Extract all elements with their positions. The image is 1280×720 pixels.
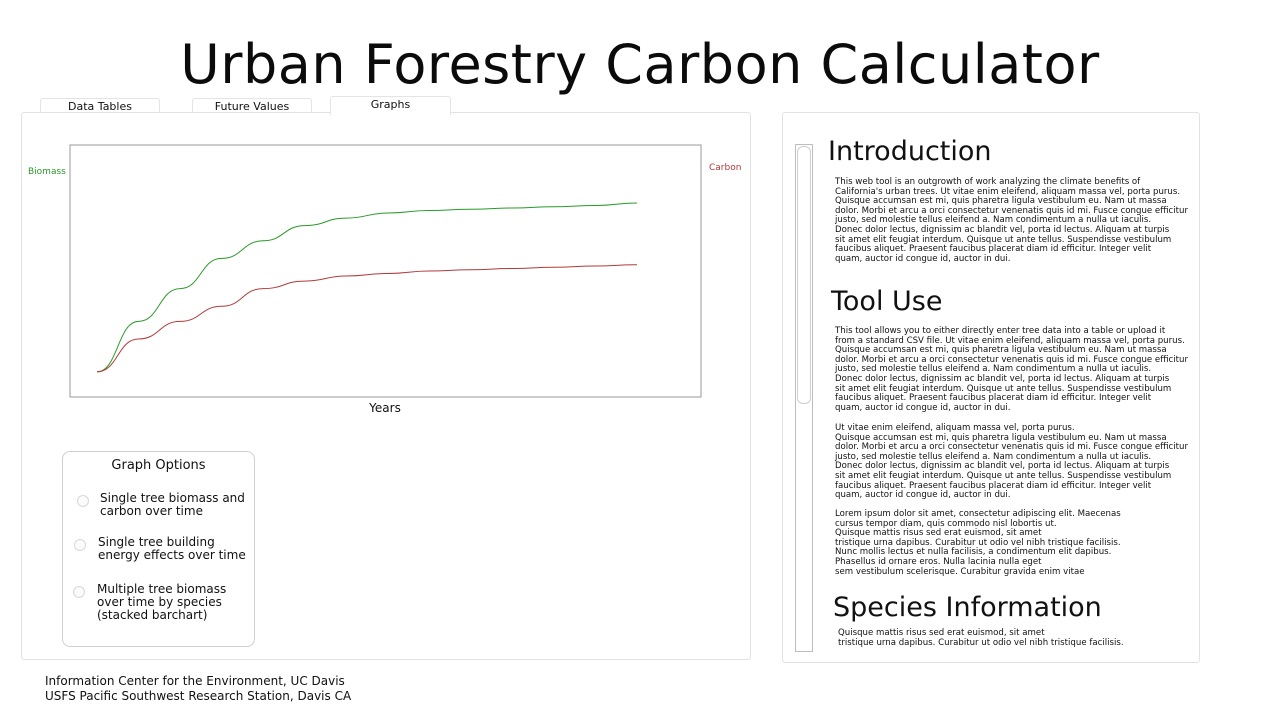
info-panel: Introduction This web tool is an outgrow… <box>782 112 1200 663</box>
y-axis-label-carbon: Carbon <box>709 163 741 173</box>
tool-use-text-1: This tool allows you to either directly … <box>835 326 1188 413</box>
line-chart: Biomass Carbon Years <box>28 144 741 415</box>
y-axis-label-biomass: Biomass <box>28 167 66 177</box>
x-axis-label: Years <box>368 401 401 415</box>
option-label: Multiple tree biomass over time by speci… <box>97 582 227 622</box>
option-label: Single tree building energy effects over… <box>98 535 246 562</box>
option-single-tree-biomass[interactable]: Single tree biomass and carbon over time <box>63 490 254 520</box>
introduction-heading: Introduction <box>828 136 992 167</box>
scrollbar-thumb[interactable] <box>797 146 811 404</box>
scrollbar-track[interactable] <box>795 144 813 652</box>
option-multiple-tree-species[interactable]: Multiple tree biomass over time by speci… <box>63 582 254 627</box>
species-information-text: Quisque mattis risus sed erat euismod, s… <box>838 628 1124 648</box>
footer-line-usfs: USFS Pacific Southwest Research Station,… <box>45 689 352 703</box>
series-line-carbon <box>96 264 638 373</box>
graph-panel: Biomass Carbon Years <box>21 112 751 660</box>
radio-button[interactable] <box>74 539 86 551</box>
tab-data-tables[interactable]: Data Tables <box>40 98 160 115</box>
page-title: Urban Forestry Carbon Calculator <box>180 33 1100 96</box>
graph-options-title: Graph Options <box>111 458 206 473</box>
graph-options-box: Graph Options Single tree biomass and ca… <box>62 451 255 647</box>
tool-use-text-2: Ut vitae enim eleifend, aliquam massa ve… <box>835 423 1188 501</box>
plot-area <box>69 144 702 398</box>
option-building-energy[interactable]: Single tree building energy effects over… <box>63 535 254 565</box>
tab-graphs[interactable]: Graphs <box>330 96 451 115</box>
introduction-text: This web tool is an outgrowth of work an… <box>835 177 1188 264</box>
species-information-heading: Species Information <box>833 592 1102 623</box>
tool-use-text-3: Lorem ipsum dolor sit amet, consectetur … <box>835 509 1121 577</box>
footer-line-ice: Information Center for the Environment, … <box>45 674 345 688</box>
tool-use-heading: Tool Use <box>831 286 943 317</box>
option-label: Single tree biomass and carbon over time <box>100 491 245 518</box>
radio-button[interactable] <box>77 495 89 507</box>
footer: Information Center for the Environment, … <box>45 674 351 704</box>
series-line-biomass <box>96 202 638 373</box>
radio-button[interactable] <box>73 586 85 598</box>
tab-future-values[interactable]: Future Values <box>192 98 312 115</box>
